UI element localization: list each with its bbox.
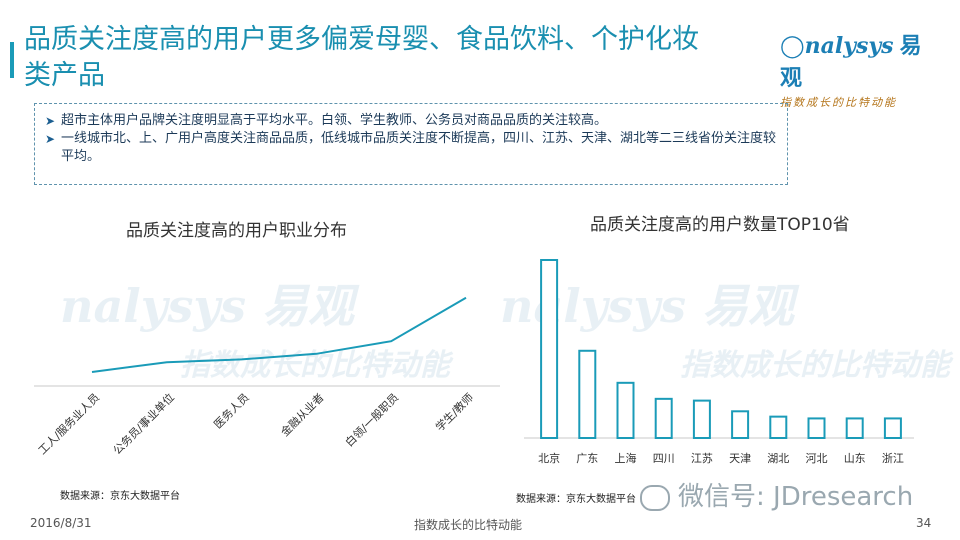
bar-x-tick-label: 四川 — [653, 452, 675, 465]
line-x-tick-label: 学生/教师 — [432, 390, 476, 434]
summary-bullet: ➤ 一线城市北、上、广用户高度关注商品品质，低线城市品质关注度不断提高，四川、江… — [45, 130, 777, 166]
logo-circle-icon: ◯ — [780, 33, 805, 59]
summary-text: 超市主体用户品牌关注度明显高于平均水平。白领、学生教师、公务员对商品品质的关注较… — [61, 113, 608, 128]
watermark-left: nalysys 易观 — [60, 279, 354, 333]
wechat-icon — [640, 484, 670, 511]
bar-chart-source: 数据来源：京东大数据平台 — [516, 494, 636, 505]
line-x-tick-label: 医务人员 — [211, 391, 251, 431]
wechat-watermark: 微信号: JDresearch — [640, 476, 913, 513]
line-series — [91, 296, 467, 373]
line-x-tick-label: 工人/服务业人员 — [36, 391, 102, 457]
line-chart-source: 数据来源：京东大数据平台 — [60, 491, 180, 502]
bar-x-tick-label: 上海 — [615, 451, 637, 465]
bar — [807, 417, 826, 440]
line-x-tick-label: 公务员/事业单位 — [110, 390, 177, 457]
page-number: 34 — [916, 516, 932, 530]
footer-tagline: 指数成长的比特动能 — [414, 518, 523, 532]
wechat-text: 微信号: JDresearch — [678, 482, 914, 512]
bar-x-tick-label: 浙江 — [882, 452, 904, 465]
summary-bullet: ➤ 超市主体用户品牌关注度明显高于平均水平。白领、学生教师、公务员对商品品质的关… — [45, 112, 777, 130]
bar-x-tick-label: 广东 — [576, 452, 598, 465]
bar — [731, 410, 750, 439]
watermark-tagline-right: 指数成长的比特动能 — [680, 348, 950, 383]
bar — [654, 397, 673, 439]
line-chart-title: 品质关注度高的用户职业分布 — [126, 221, 347, 241]
bar-x-tick-label: 湖北 — [767, 452, 789, 465]
bar-x-tick-label: 河北 — [806, 452, 828, 465]
bar-x-tick-label: 江苏 — [691, 452, 713, 465]
bar-chart-title: 品质关注度高的用户数量TOP10省 — [590, 215, 850, 235]
bullet-arrow-icon: ➤ — [45, 132, 56, 146]
bar — [540, 259, 559, 439]
bar — [578, 349, 597, 439]
bar — [769, 415, 788, 440]
bar-x-tick-label: 山东 — [844, 452, 866, 465]
page-title: 品质关注度高的用户更多偏爱母婴、食品饮料、个护化妆类产品 — [24, 24, 699, 91]
bar — [845, 417, 864, 440]
footer-date: 2016/8/31 — [30, 516, 92, 530]
summary-text: 一线城市北、上、广用户高度关注商品品质，低线城市品质关注度不断提高，四川、江苏、… — [61, 131, 777, 164]
logo-text: nalysys — [804, 33, 894, 59]
bar — [883, 417, 902, 440]
logo-tagline: 指数成长的比特动能 — [780, 96, 897, 109]
bar — [692, 399, 711, 439]
bar-x-tick-label: 北京 — [538, 451, 560, 465]
title-accent-bar — [10, 42, 14, 78]
bar-x-tick-label: 天津 — [729, 452, 751, 465]
analysys-logo: ◯nalysys 易观 指数成长的比特动能 — [780, 28, 940, 110]
bullet-arrow-icon: ➤ — [45, 114, 56, 128]
bar — [616, 381, 635, 440]
logo-cn-text: 易观 — [780, 34, 922, 91]
line-x-tick-label: 金融从业者 — [278, 390, 327, 439]
summary-box: ➤ 超市主体用户品牌关注度明显高于平均水平。白领、学生教师、公务员对商品品质的关… — [34, 103, 788, 185]
line-x-tick-label: 白领/一般职员 — [342, 390, 401, 449]
